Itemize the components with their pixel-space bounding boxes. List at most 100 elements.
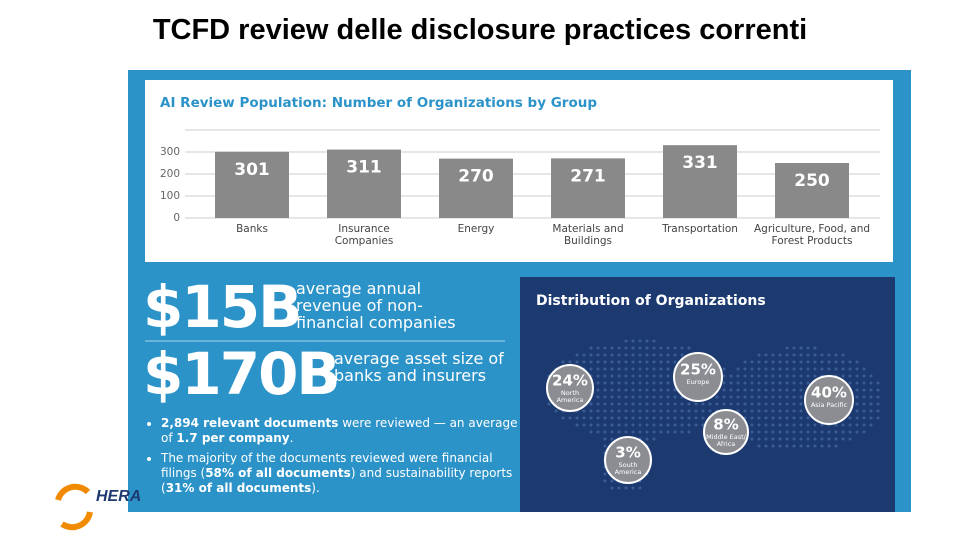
map-dot xyxy=(631,395,635,399)
map-dot xyxy=(771,395,775,399)
map-dot xyxy=(624,381,628,385)
map-dot xyxy=(841,423,845,427)
map-dot xyxy=(792,402,796,406)
map-dot xyxy=(778,353,782,357)
map-dot xyxy=(666,416,670,420)
map-dot xyxy=(575,423,579,427)
stat-caption: average asset size of banks and insurers xyxy=(334,349,504,385)
map-dot xyxy=(673,402,677,406)
map-dot xyxy=(876,395,880,399)
map-dot xyxy=(596,430,600,434)
map-dot xyxy=(750,402,754,406)
map-dot xyxy=(659,353,663,357)
region-name: Asia Pacific xyxy=(810,401,848,409)
map-dot xyxy=(617,430,621,434)
map-dot xyxy=(764,395,768,399)
map-dot xyxy=(631,346,635,350)
map-dot xyxy=(778,395,782,399)
map-dot xyxy=(624,395,628,399)
map-dot xyxy=(876,416,880,420)
map-dot xyxy=(792,367,796,371)
map-dot xyxy=(750,437,754,441)
region-bubble xyxy=(703,409,749,455)
map-dot xyxy=(778,444,782,448)
map-dot xyxy=(743,409,747,413)
map-dot xyxy=(624,423,628,427)
map-dot xyxy=(666,381,670,385)
map-dot xyxy=(729,402,733,406)
map-dot xyxy=(659,360,663,364)
map-title: Distribution of Organizations xyxy=(536,293,766,309)
map-dot xyxy=(638,486,642,490)
map-dot xyxy=(792,409,796,413)
map-dot xyxy=(827,367,831,371)
map-dot xyxy=(687,416,691,420)
map-dot xyxy=(547,402,551,406)
map-dot xyxy=(673,388,677,392)
map-dot xyxy=(631,486,635,490)
map-dot xyxy=(806,444,810,448)
x-tick-label: Materials and Buildings xyxy=(552,223,624,247)
map-dot xyxy=(610,381,614,385)
map-dot xyxy=(617,360,621,364)
map-dot xyxy=(757,402,761,406)
x-tick-label: Insurance Companies xyxy=(334,223,394,247)
map-dot xyxy=(876,402,880,406)
map-dot xyxy=(701,416,705,420)
map-dot xyxy=(855,381,859,385)
map-dot xyxy=(778,416,782,420)
map-dot xyxy=(582,409,586,413)
map-dot xyxy=(869,402,873,406)
map-dot xyxy=(715,395,719,399)
map-dot xyxy=(680,416,684,420)
map-dot xyxy=(750,381,754,385)
map-dot xyxy=(764,367,768,371)
map-dot xyxy=(869,374,873,378)
stat-caption: average annual revenue of non-financial … xyxy=(296,279,456,332)
bullet-text: The majority of the documents reviewed w… xyxy=(161,451,493,480)
map-dot xyxy=(771,381,775,385)
region-bubble xyxy=(546,364,594,412)
map-dot xyxy=(750,374,754,378)
map-dot xyxy=(701,409,705,413)
map-dot xyxy=(554,409,558,413)
map-dot xyxy=(659,416,663,420)
map-dot xyxy=(771,437,775,441)
map-dot xyxy=(652,423,656,427)
map-dot xyxy=(589,360,593,364)
map-dot xyxy=(666,430,670,434)
region-name: North America xyxy=(556,389,584,404)
map-dot xyxy=(792,346,796,350)
map-dot xyxy=(624,409,628,413)
map-dot xyxy=(596,395,600,399)
map-dot xyxy=(757,437,761,441)
map-dot xyxy=(792,416,796,420)
map-dot xyxy=(785,437,789,441)
map-dot xyxy=(820,437,824,441)
map-dot xyxy=(855,367,859,371)
map-dot xyxy=(750,388,754,392)
map-dot xyxy=(848,367,852,371)
bar xyxy=(775,163,849,218)
map-dot xyxy=(603,479,607,483)
stat-figure: $15B xyxy=(143,273,302,341)
map-dot xyxy=(841,374,845,378)
map-dot xyxy=(806,360,810,364)
map-dot xyxy=(603,346,607,350)
map-dot xyxy=(687,409,691,413)
map-dot xyxy=(610,388,614,392)
map-dot xyxy=(743,402,747,406)
bullet-text: 31% of all documents xyxy=(165,481,312,495)
bullet-text: . xyxy=(289,431,294,445)
map-dot xyxy=(757,423,761,427)
map-dot xyxy=(806,374,810,378)
map-dot xyxy=(652,374,656,378)
map-dot xyxy=(855,430,859,434)
bullet: The majority of the documents reviewed w… xyxy=(161,451,526,496)
map-dot xyxy=(610,479,614,483)
map-dot xyxy=(799,423,803,427)
map-dot xyxy=(701,402,705,406)
map-dot xyxy=(792,353,796,357)
map-dot xyxy=(589,402,593,406)
map-dot xyxy=(799,395,803,399)
